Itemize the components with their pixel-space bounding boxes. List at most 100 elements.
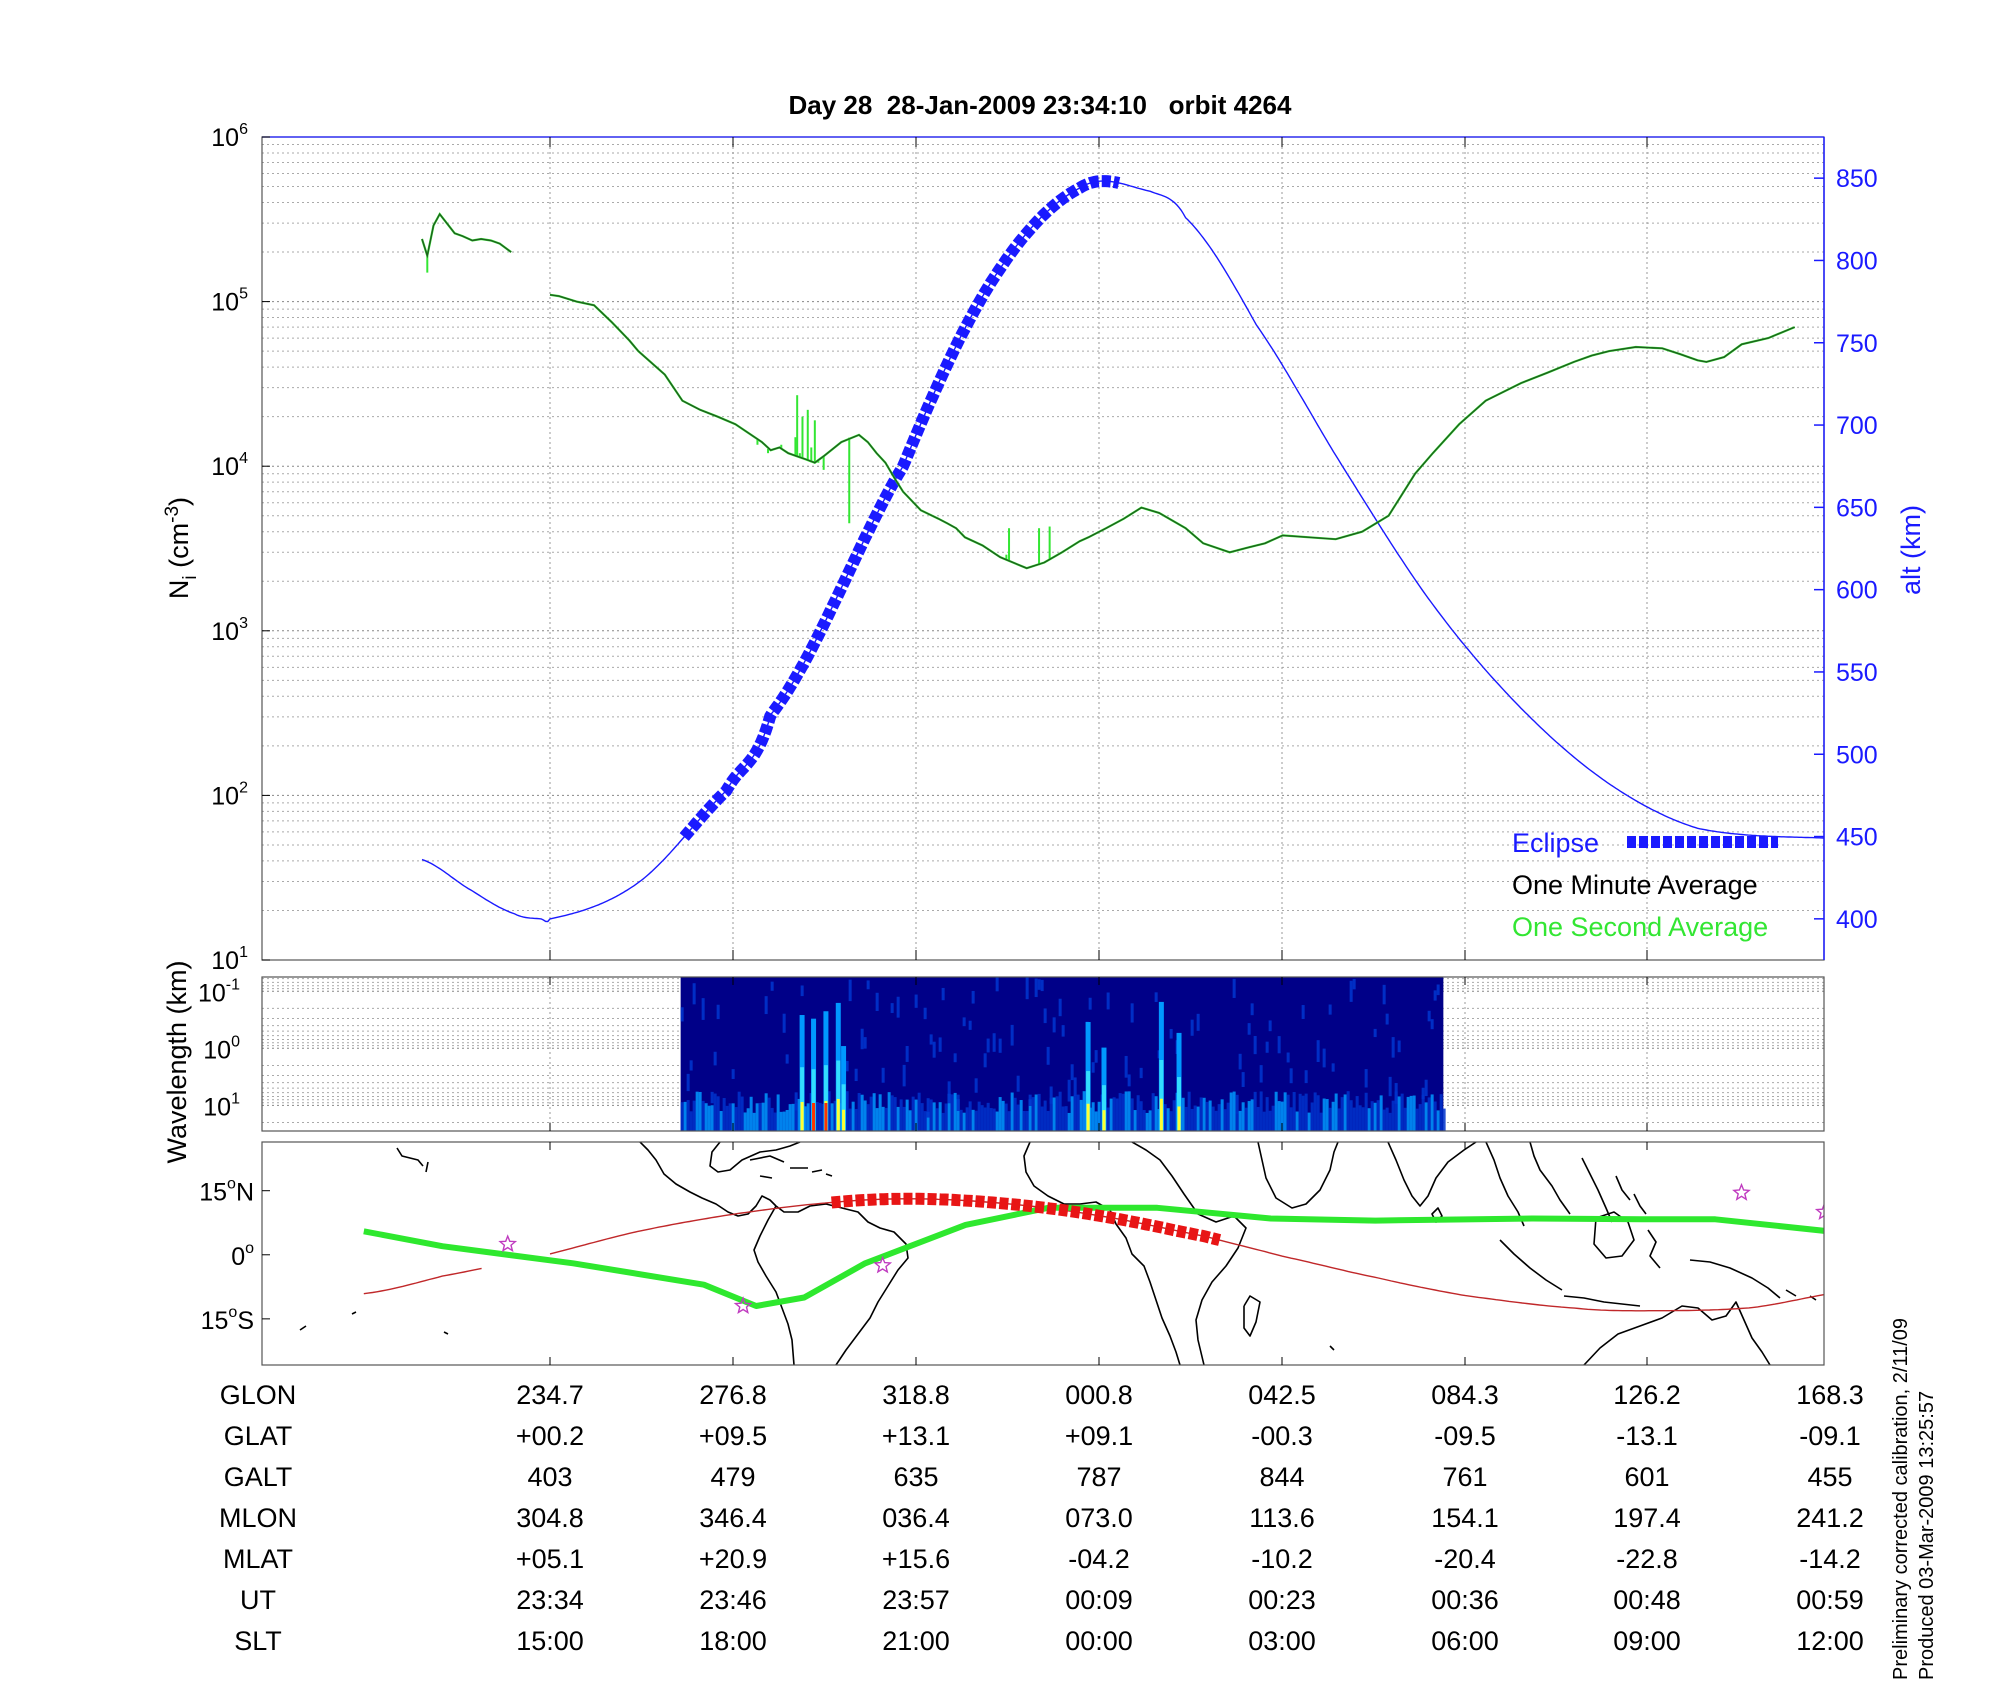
coastline-south-america	[753, 1203, 909, 1365]
spectrogram-speckle	[1190, 1019, 1194, 1036]
ephemeris-cell: 073.0	[1065, 1503, 1133, 1533]
spectrogram-column	[1319, 1112, 1323, 1131]
spectrogram-speckle	[710, 1091, 714, 1104]
altitude-tick-label: 650	[1836, 494, 1878, 522]
altitude-line	[421, 180, 1824, 923]
spectrogram-column	[1259, 1091, 1263, 1131]
one-minute-average-line	[421, 212, 512, 259]
spectrogram-column	[767, 1097, 771, 1131]
spectrogram-column	[1040, 1106, 1044, 1131]
spectrogram-speckle	[1349, 980, 1353, 1002]
density-label-unit: (cm	[164, 523, 194, 575]
density-tick-label: 105	[211, 286, 248, 317]
spectrogram-speckle	[1265, 1041, 1269, 1053]
legend-eclipse-label: Eclipse	[1512, 828, 1599, 858]
spectrogram-column	[1307, 1112, 1311, 1131]
altitude-tick-label: 850	[1836, 165, 1878, 193]
altitude-axis-ticks: 850 800 750 700 650 600 550 500 450 400	[1814, 165, 1878, 934]
spectrogram-column	[1214, 1110, 1218, 1131]
spectrogram-column	[983, 1107, 987, 1131]
altitude-tick-label: 800	[1836, 247, 1878, 275]
spectrogram-column	[692, 1100, 696, 1131]
spectrogram-column	[1250, 1099, 1254, 1131]
spectrogram-burst-hot	[824, 1103, 828, 1131]
ephemeris-cell: +13.1	[882, 1421, 950, 1451]
spectrogram-column	[932, 1102, 936, 1131]
spectrogram-column	[815, 1102, 819, 1131]
spectrogram-burst-core	[1177, 1077, 1182, 1131]
spectrogram-column	[917, 1092, 921, 1131]
ephemeris-cell: +09.1	[1065, 1421, 1133, 1451]
spectrogram-column	[1142, 1110, 1146, 1131]
spectrogram-speckle	[941, 987, 945, 1001]
spectrogram-column	[947, 1093, 951, 1131]
spectrogram-column	[1109, 1098, 1113, 1131]
ephemeris-row-label-ut: UT	[240, 1585, 276, 1615]
ephemeris-cell: 787	[1076, 1462, 1121, 1492]
spectrogram-column	[1064, 1106, 1068, 1131]
spectrogram-column	[1298, 1093, 1302, 1131]
density-label-unit-sup: -3	[162, 506, 183, 523]
spectrogram-column	[1337, 1108, 1341, 1131]
spectrogram-speckle	[1364, 1069, 1368, 1088]
spectrogram-column	[698, 1091, 702, 1131]
ephemeris-cell: 154.1	[1431, 1503, 1499, 1533]
spectrogram-column	[902, 1106, 906, 1131]
spectrogram-column	[1379, 1095, 1383, 1131]
spectrogram-column	[1376, 1100, 1380, 1131]
spectrogram-speckle	[1391, 1037, 1395, 1058]
coastline-borneo-sulawesi	[1593, 1211, 1661, 1269]
density-tick-base: 10	[211, 124, 239, 152]
spectrogram-column	[1334, 1093, 1338, 1131]
legend: Eclipse One Minute Average One Second Av…	[1512, 828, 1778, 942]
spectrogram-column	[1031, 1097, 1035, 1131]
spectrogram-column	[1118, 1093, 1122, 1131]
spectrogram-speckle	[1043, 1008, 1047, 1024]
spectrogram-column	[1010, 1092, 1014, 1131]
spectrogram-column	[1409, 1095, 1413, 1131]
ephemeris-cell: 15:00	[516, 1626, 584, 1656]
ephemeris-cell: 304.8	[516, 1503, 584, 1533]
spectrogram-column	[950, 1094, 954, 1131]
spectrogram-column	[1091, 1102, 1095, 1131]
spectrogram-speckle	[1010, 1024, 1014, 1046]
spectrogram-column	[1166, 1108, 1170, 1131]
spectrogram-column	[1244, 1107, 1248, 1131]
ephemeris-row-label-glat: GLAT	[224, 1421, 293, 1451]
spectrogram-speckle	[686, 1073, 690, 1092]
spectrogram-speckle	[1424, 1079, 1428, 1097]
spectrogram-column	[1025, 1111, 1029, 1131]
coastline-baja-mexico	[396, 1147, 429, 1173]
spectrogram-column	[788, 1104, 792, 1131]
spectrogram-speckle	[929, 1034, 933, 1045]
density-series	[420, 212, 1796, 570]
density-tick-base: 10	[211, 453, 239, 481]
spectrogram-column	[1421, 1094, 1425, 1131]
spectrogram-column	[722, 1098, 726, 1131]
spectrogram-tick-label: 101	[203, 1090, 240, 1121]
spectrogram-burst-peak	[1177, 1106, 1181, 1131]
spectrogram-speckle	[1106, 992, 1110, 1010]
spectrogram-column	[1304, 1093, 1308, 1131]
spectrogram-speckle	[890, 1003, 894, 1013]
spectrogram-speckle	[1373, 1028, 1377, 1038]
spectrogram-column	[1373, 1102, 1377, 1131]
spectrogram-burst-peak	[1102, 1110, 1106, 1131]
spectrogram-tick-base: 10	[198, 979, 226, 1007]
spectrogram-column	[1283, 1092, 1287, 1131]
spectrogram-column	[737, 1091, 741, 1131]
spectrogram-speckle	[1385, 1013, 1389, 1025]
spectrogram-speckle	[1028, 1094, 1032, 1107]
star-marker	[733, 1296, 753, 1315]
coastline-pacific-islands	[299, 1289, 1817, 1351]
spectrogram-column	[869, 1096, 873, 1131]
spectrogram-column	[1112, 1097, 1116, 1131]
spectrogram-column	[1037, 1093, 1041, 1131]
spectrogram-column	[704, 1103, 708, 1131]
spectrogram-column	[1004, 1103, 1008, 1131]
spectrogram-column	[1001, 1100, 1005, 1131]
spectrogram-column	[806, 1103, 810, 1131]
spectrogram-column	[992, 1108, 996, 1131]
ephemeris-cell: 00:23	[1248, 1585, 1316, 1615]
ephemeris-cell: 455	[1807, 1462, 1852, 1492]
